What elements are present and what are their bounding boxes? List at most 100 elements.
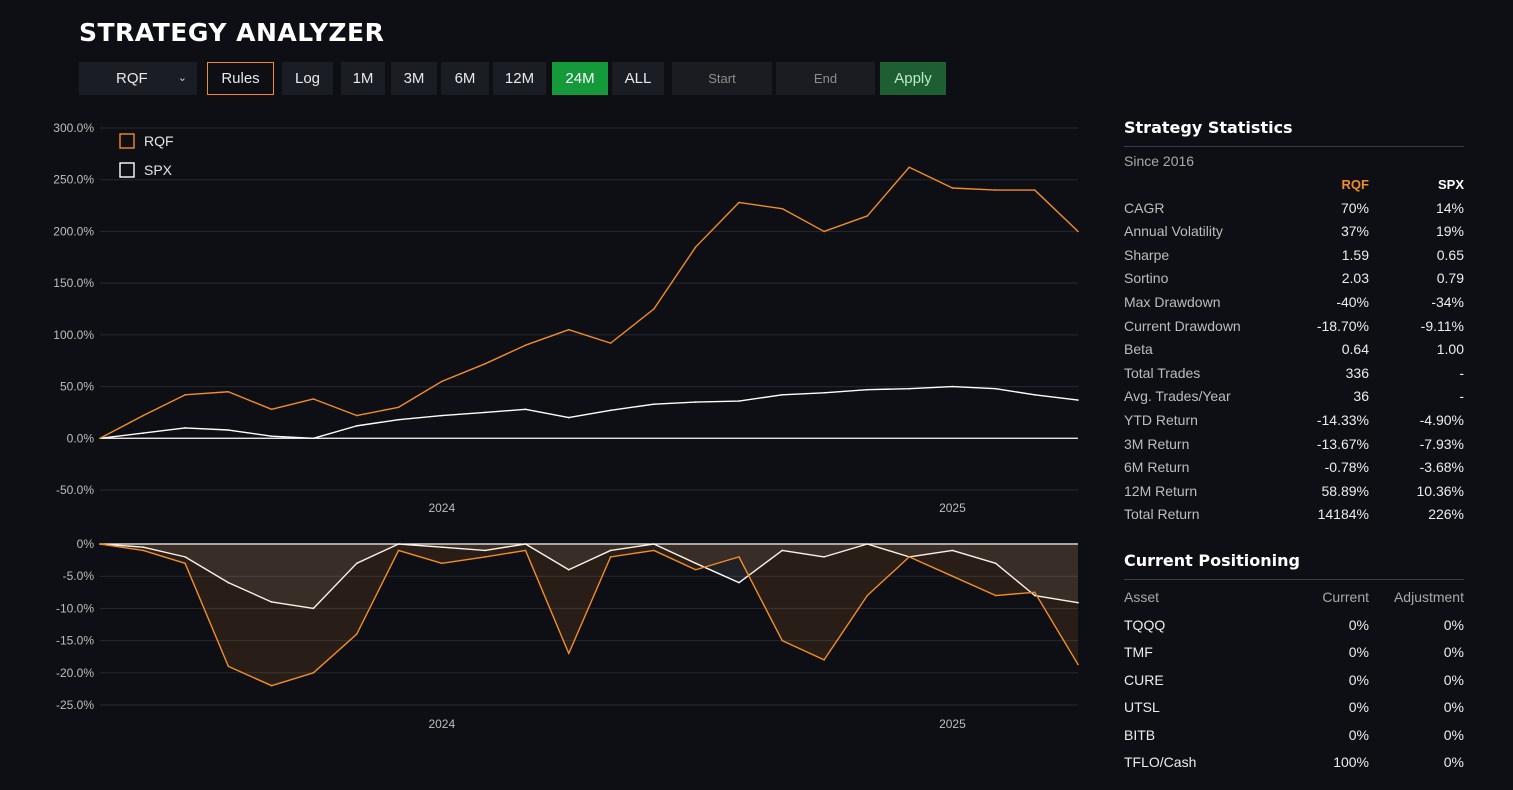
- x-tick-label: 2024: [428, 717, 455, 731]
- stat-value-rqf: 1.59: [1341, 246, 1369, 263]
- positioning-row: CURE 0% 0%: [1124, 667, 1464, 695]
- range-3m-button[interactable]: 3M: [391, 62, 437, 95]
- spx-point: [397, 418, 400, 421]
- spx-point: [823, 391, 825, 394]
- stat-label: Avg. Trades/Year: [1124, 388, 1231, 405]
- spx-point: [908, 387, 910, 390]
- stat-value-spx: 1.00: [1436, 341, 1464, 358]
- strategy-select-value: RQF: [116, 70, 148, 87]
- rqf-point: [866, 594, 869, 597]
- rules-button[interactable]: Rules: [207, 62, 274, 95]
- rqf-point: [653, 308, 655, 310]
- asset-adjustment: 0%: [1443, 671, 1464, 688]
- rqf-point: [270, 684, 273, 687]
- stat-value-spx: -4.90%: [1419, 411, 1464, 428]
- spx-point: [994, 562, 997, 565]
- stat-value-spx: -: [1459, 388, 1464, 405]
- asset-adjustment: 0%: [1443, 726, 1464, 743]
- rqf-point: [866, 215, 869, 217]
- range-all-button[interactable]: ALL: [612, 62, 664, 95]
- asset-adjustment: 0%: [1443, 754, 1464, 770]
- y-tick-label: -10.0%: [56, 601, 94, 615]
- spx-point: [184, 556, 186, 558]
- stat-value-rqf: -14.33%: [1316, 411, 1369, 428]
- stat-value-spx: -34%: [1431, 293, 1464, 310]
- range-12m-button[interactable]: 12M: [493, 62, 546, 95]
- y-tick-label: -25.0%: [56, 698, 94, 712]
- spx-point: [270, 435, 273, 438]
- stat-value-spx: -: [1459, 364, 1464, 381]
- stat-value-rqf: 336: [1345, 364, 1369, 381]
- rqf-point: [355, 633, 358, 635]
- rqf-point: [524, 344, 527, 346]
- spx-point: [1077, 399, 1079, 401]
- y-tick-label: -15.0%: [56, 634, 94, 648]
- spx-point: [823, 556, 825, 558]
- y-tick-label: -20.0%: [56, 666, 94, 680]
- range-24m-button[interactable]: 24M: [552, 62, 608, 95]
- rqf-point: [567, 652, 570, 655]
- rqf-point: [567, 328, 570, 331]
- rqf-point: [653, 549, 655, 552]
- stat-value-spx: 0.65: [1436, 246, 1464, 263]
- stat-value-spx: 19%: [1435, 223, 1464, 240]
- y-tick-label: 150.0%: [53, 276, 94, 290]
- end-date-input[interactable]: End: [776, 62, 875, 95]
- stats-row: 3M Return -13.67% -7.93%: [1124, 433, 1464, 457]
- rqf-point: [312, 672, 315, 674]
- stat-value-spx: 0.79: [1436, 270, 1464, 287]
- rqf-point: [524, 549, 527, 552]
- spx-point: [609, 549, 612, 552]
- rqf-point: [227, 390, 230, 393]
- positioning-row: BITB 0% 0%: [1124, 722, 1464, 750]
- rqf-point: [1077, 663, 1079, 666]
- stat-value-rqf: 14184%: [1317, 506, 1369, 523]
- spx-series-line: [99, 385, 1079, 439]
- spx-point: [653, 543, 655, 545]
- apply-button[interactable]: Apply: [880, 62, 946, 95]
- asset-name: BITB: [1124, 726, 1156, 743]
- spx-point: [866, 388, 869, 391]
- asset-current: 0%: [1348, 644, 1369, 660]
- spx-point: [441, 546, 443, 549]
- spx-point: [781, 394, 784, 396]
- divider: [1124, 146, 1464, 147]
- positioning-row: UTSL 0% 0%: [1124, 694, 1464, 722]
- rqf-point: [484, 363, 486, 365]
- start-date-input[interactable]: Start: [672, 62, 772, 95]
- asset-current: 0%: [1348, 726, 1369, 743]
- stat-value-rqf: 2.03: [1341, 270, 1369, 287]
- rqf-point: [99, 437, 101, 440]
- page-title: STRATEGY ANALYZER: [79, 18, 385, 47]
- performance-chart: 300.0% 250.0% 200.0% 150.0% 100.0% 50.0% 0.0% -…: [53, 121, 1079, 515]
- rqf-point: [781, 207, 784, 210]
- stat-label: 12M Return: [1124, 482, 1198, 499]
- range-1m-button[interactable]: 1M: [341, 62, 385, 95]
- positioning-row: TMF 0% 0%: [1124, 639, 1464, 667]
- x-tick-label: 2024: [428, 501, 455, 515]
- rqf-series-line: [99, 166, 1079, 439]
- strategy-select[interactable]: RQF ⌄: [79, 62, 197, 95]
- y-tick-label: 0.0%: [67, 431, 95, 445]
- stats-row: Annual Volatility 37% 19%: [1124, 220, 1464, 244]
- rqf-point: [270, 408, 273, 411]
- stat-value-rqf: -0.78%: [1324, 459, 1369, 476]
- rqf-point: [694, 246, 697, 248]
- x-tick-label: 2025: [939, 501, 966, 515]
- rqf-point: [951, 187, 954, 189]
- y-tick-label: -5.0%: [63, 569, 95, 583]
- stat-value-rqf: 37%: [1340, 223, 1369, 240]
- legend-swatch-rqf: [119, 133, 135, 149]
- stats-row: Total Return 14184% 226%: [1124, 503, 1464, 527]
- stats-row: Total Trades 336 -: [1124, 362, 1464, 386]
- y-tick-label: 250.0%: [53, 173, 94, 187]
- stats-row: Sortino 2.03 0.79: [1124, 267, 1464, 291]
- spx-point: [1077, 601, 1079, 604]
- stat-label: Max Drawdown: [1124, 293, 1221, 310]
- rqf-point: [738, 556, 740, 558]
- range-6m-button[interactable]: 6M: [441, 62, 489, 95]
- stats-row: YTD Return -14.33% -4.90%: [1124, 409, 1464, 433]
- asset-adjustment: 0%: [1443, 699, 1464, 715]
- log-button[interactable]: Log: [282, 62, 333, 95]
- spx-point: [694, 401, 697, 403]
